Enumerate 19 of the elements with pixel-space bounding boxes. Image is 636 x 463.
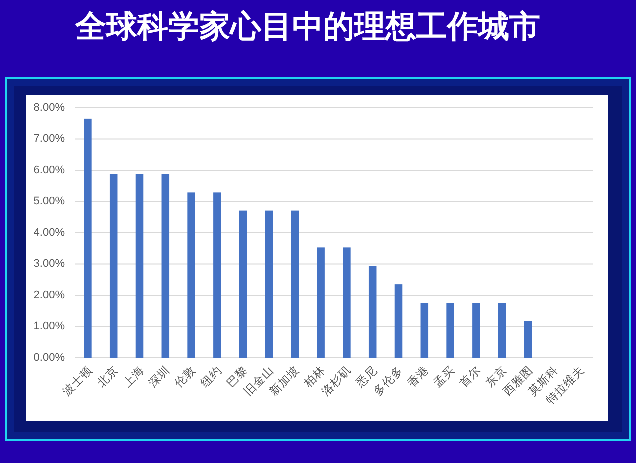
ytick-label: 0.00% (34, 352, 65, 364)
xtick-label: 香港 (406, 364, 432, 390)
xtick-label: 首尔 (458, 364, 484, 390)
xtick-label: 北京 (96, 364, 121, 390)
xtick-label: 波士顿 (61, 364, 96, 399)
ytick-label: 5.00% (34, 196, 65, 208)
xtick-label: 伦敦 (173, 364, 199, 390)
title: 全球科学家心目中的理想工作城市 (76, 9, 540, 44)
ytick-label: 8.00% (34, 102, 65, 114)
xtick-label: 孟买 (432, 364, 458, 390)
xtick-label: 纽约 (199, 364, 225, 390)
ytick-label: 3.00% (34, 258, 65, 270)
ytick-label: 6.00% (34, 164, 65, 176)
ytick-label: 7.00% (34, 133, 65, 146)
ytick-label: 2.00% (34, 289, 65, 302)
ytick-label: 4.00% (34, 226, 65, 239)
ytick-label: 1.00% (34, 320, 65, 333)
xtick-label: 上海 (121, 364, 147, 390)
xtick-label: 深圳 (147, 364, 173, 390)
